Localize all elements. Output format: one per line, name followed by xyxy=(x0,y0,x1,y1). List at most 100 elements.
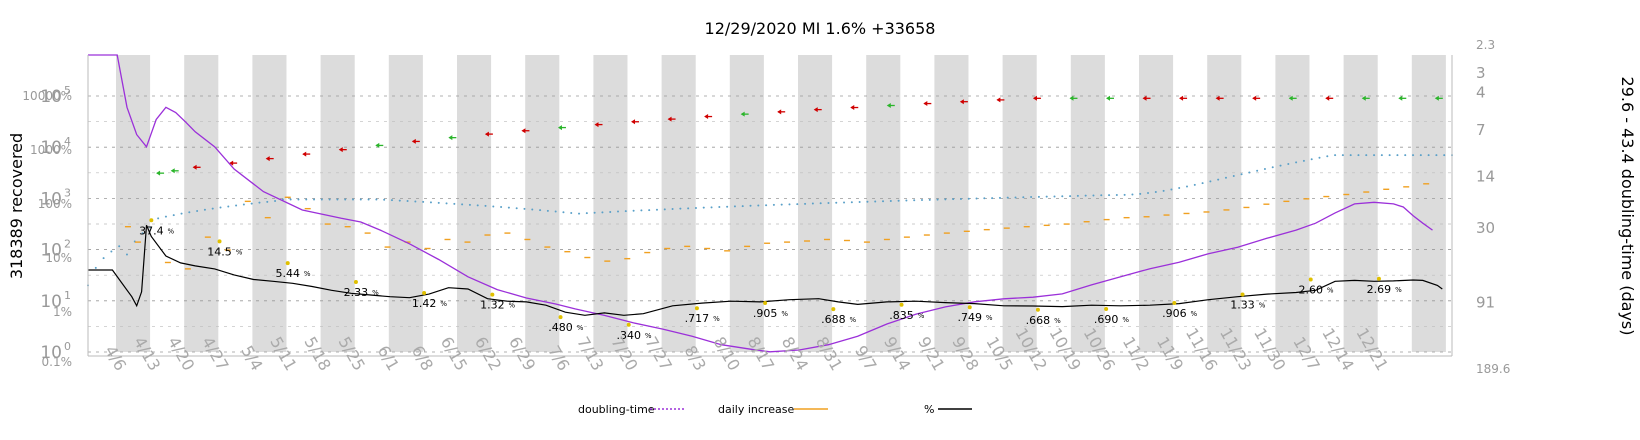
week-band xyxy=(320,55,355,352)
arrow-marker-head xyxy=(192,164,197,170)
cumulative-dot xyxy=(780,203,783,206)
cumulative-dot xyxy=(1193,183,1196,186)
cumulative-dot xyxy=(507,206,510,209)
cumulative-dot xyxy=(905,199,908,202)
y-tick-percent: 0.1% xyxy=(42,355,73,369)
arrow-marker-head xyxy=(740,111,745,117)
cumulative-dot xyxy=(1443,154,1446,157)
cumulative-dot xyxy=(624,210,627,213)
arrow-marker-head xyxy=(1361,95,1366,101)
y-tick-percent: 100% xyxy=(38,197,72,211)
cumulative-dot xyxy=(1217,178,1220,181)
legend-label: % xyxy=(924,403,934,416)
cumulative-dot xyxy=(110,250,113,253)
cumulative-dot xyxy=(975,197,978,200)
cumulative-dot xyxy=(1341,154,1344,157)
cumulative-dot xyxy=(593,211,596,214)
cumulative-dot xyxy=(414,200,417,203)
percent-label: .340 xyxy=(616,329,641,342)
cumulative-dot xyxy=(125,253,128,256)
cumulative-dot xyxy=(1404,154,1407,157)
cumulative-dot xyxy=(998,196,1001,199)
week-band xyxy=(1275,55,1310,352)
percent-label: 5.44 xyxy=(275,267,300,280)
cumulative-dot xyxy=(172,214,175,217)
cumulative-dot xyxy=(1053,195,1056,198)
arrow-marker-head xyxy=(923,101,928,107)
week-band xyxy=(1139,55,1174,352)
y-tick-count-exp: 2 xyxy=(64,238,71,251)
arrow-marker-head xyxy=(1179,95,1184,101)
y-axis-left-label: 318389 recovered xyxy=(7,133,26,279)
percent-label-unit: % xyxy=(1054,317,1061,325)
arrow-marker-head xyxy=(484,131,489,137)
percent-label-dot xyxy=(1376,276,1381,281)
percent-label-dot xyxy=(899,302,904,307)
x-tick-label: 6/22 xyxy=(471,333,505,374)
y-tick-percent: 10% xyxy=(45,251,72,265)
cumulative-dot xyxy=(523,207,526,210)
x-tick-label: 9/14 xyxy=(880,333,914,374)
cumulative-dot xyxy=(149,226,152,229)
y-tick-count: 10 xyxy=(40,87,62,107)
cumulative-dot xyxy=(671,208,674,211)
arrow-marker-head xyxy=(521,128,526,134)
cumulative-dot xyxy=(375,198,378,201)
week-band xyxy=(1002,55,1037,352)
cumulative-dot xyxy=(749,204,752,207)
cumulative-dot xyxy=(1396,154,1399,157)
y-tick-count: 10 xyxy=(40,292,62,312)
cumulative-dot xyxy=(562,211,565,214)
cumulative-dot xyxy=(429,201,432,204)
week-band xyxy=(729,55,764,352)
arrow-marker-head xyxy=(594,122,599,128)
x-tick-label: 5/11 xyxy=(266,333,300,374)
cumulative-dot xyxy=(1185,185,1188,188)
y-tick-percent: 1000% xyxy=(30,143,72,157)
percent-label: 1.33 xyxy=(1230,298,1255,311)
percent-label: .480 xyxy=(548,321,573,334)
week-band xyxy=(388,55,423,352)
arrow-marker-head xyxy=(411,138,416,144)
cumulative-dot xyxy=(952,198,955,201)
cumulative-dot xyxy=(492,205,495,208)
arrow-marker-head xyxy=(170,168,175,174)
percent-label-dot xyxy=(1172,300,1177,305)
week-band xyxy=(252,55,287,352)
percent-label-dot xyxy=(1035,307,1040,312)
week-band xyxy=(798,55,833,352)
cumulative-dot xyxy=(336,198,339,201)
cumulative-dot xyxy=(788,203,791,206)
cumulative-dot xyxy=(1380,154,1383,157)
percent-label-dot xyxy=(831,307,836,312)
cumulative-dot xyxy=(313,198,316,201)
percent-label-unit: % xyxy=(168,227,175,235)
arrow-marker-head xyxy=(265,156,270,162)
cumulative-dot xyxy=(585,212,588,215)
cumulative-dot xyxy=(570,211,573,214)
percent-label-unit: % xyxy=(372,289,379,297)
cumulative-dot xyxy=(1069,195,1072,198)
cumulative-dot xyxy=(359,198,362,201)
cumulative-dot xyxy=(882,200,885,203)
percent-label: .749 xyxy=(957,311,982,324)
week-band xyxy=(1070,55,1105,352)
cumulative-dot xyxy=(843,201,846,204)
cumulative-dot xyxy=(1037,195,1040,198)
cumulative-dot xyxy=(180,212,183,215)
cumulative-dot xyxy=(850,201,853,204)
cumulative-dot xyxy=(328,198,331,201)
percent-label-dot xyxy=(217,239,222,244)
y-tick-right: 4 xyxy=(1476,83,1486,101)
percent-label-unit: % xyxy=(1259,301,1266,309)
week-band xyxy=(661,55,696,352)
cumulative-dot xyxy=(967,197,970,200)
cumulative-dot xyxy=(804,202,807,205)
cumulative-dot xyxy=(1162,189,1165,192)
y-tick-percent: 1% xyxy=(53,305,72,319)
cumulative-dot xyxy=(531,208,534,211)
cumulative-dot xyxy=(164,215,167,218)
cumulative-dot xyxy=(1248,171,1251,174)
cumulative-dot xyxy=(609,210,612,213)
